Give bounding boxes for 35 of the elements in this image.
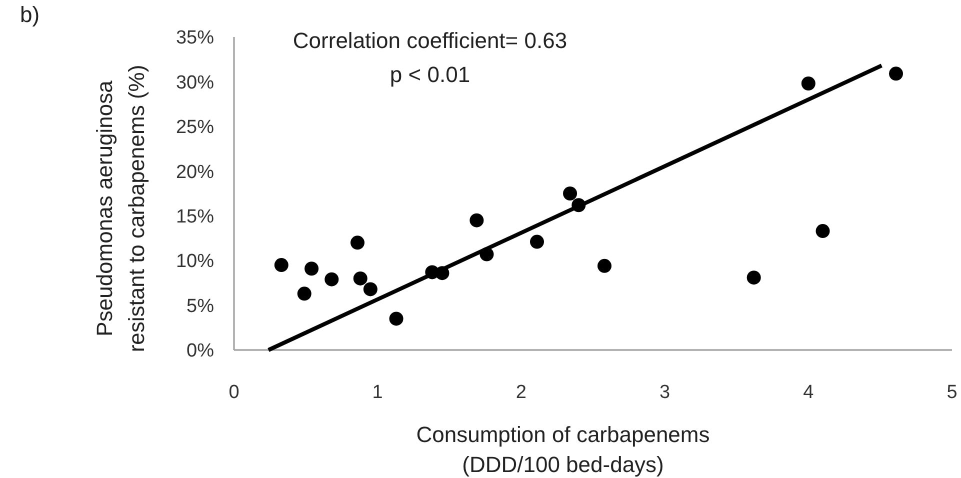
annotation: Correlation coefficient= 0.63 — [292, 28, 568, 53]
y-tick-label: 20% — [176, 162, 214, 183]
x-tick-label: 5 — [946, 382, 958, 403]
point — [888, 66, 903, 81]
point — [746, 270, 761, 285]
point — [304, 262, 319, 276]
annotation: p < 0.01 — [390, 62, 470, 87]
point — [353, 271, 368, 286]
y-tick-label: 35% — [176, 28, 214, 49]
x-tick-label: 4 — [803, 382, 814, 403]
y-tick-label: 25% — [176, 117, 214, 138]
point — [530, 234, 544, 249]
point — [563, 186, 578, 200]
x-tick-label: 3 — [660, 382, 670, 403]
y-tick-label: 0% — [186, 340, 214, 362]
x-tick-label: 2 — [516, 382, 526, 403]
point — [801, 76, 816, 91]
point — [389, 312, 404, 326]
point — [816, 224, 830, 238]
y-tick-label: 15% — [176, 206, 214, 228]
text: b) — [20, 2, 40, 27]
point — [274, 258, 288, 272]
x-tick-label: 0 — [228, 382, 240, 403]
y-tick-label: 5% — [186, 296, 214, 317]
point — [597, 258, 612, 273]
y-tick-label: 10% — [176, 251, 214, 272]
point — [470, 213, 484, 228]
point — [324, 272, 339, 286]
point — [363, 282, 378, 296]
y-axis-title: Pseudomonas aeruginosa resistant to carbapenems (%) — [92, 64, 149, 352]
point — [350, 236, 364, 250]
x-axis-title: Consumption of carbapenems (DDD/100 bed-days) — [416, 422, 710, 477]
x-tick-label: 1 — [372, 382, 383, 403]
point — [297, 286, 312, 301]
y-tick-label: 30% — [176, 72, 214, 94]
